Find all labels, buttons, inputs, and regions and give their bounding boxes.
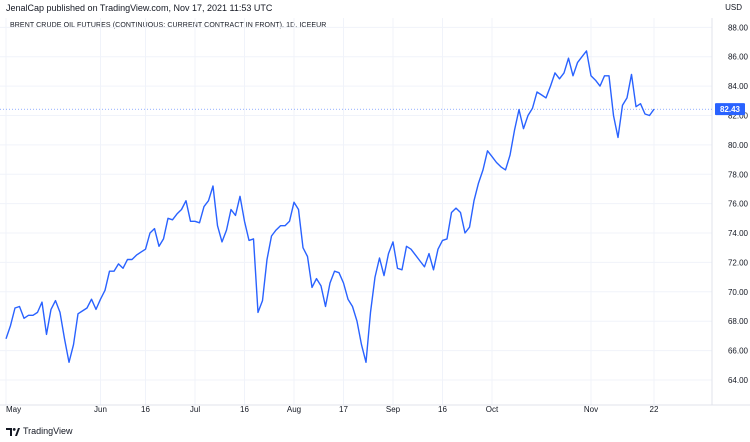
- y-tick-label: 88.00: [728, 23, 749, 32]
- x-tick-label: Nov: [584, 405, 598, 414]
- x-tick-label: Jun: [94, 405, 107, 414]
- currency-label: USD: [725, 3, 742, 12]
- last-price-tag-bg: [715, 103, 745, 116]
- y-tick-label: 64.00: [728, 376, 749, 385]
- y-tick-label: 86.00: [728, 53, 749, 62]
- y-tick-label: 82.00: [728, 112, 749, 121]
- y-tick-label: 74.00: [728, 229, 749, 238]
- y-tick-label: 80.00: [728, 141, 749, 150]
- y-tick-label: 66.00: [728, 347, 749, 356]
- chart-title: BRENT CRUDE OIL FUTURES (CONTINUOUS: CUR…: [10, 22, 327, 29]
- y-tick-label: 78.00: [728, 170, 749, 179]
- x-axis[interactable]: May Jun 16 Jul 16 Aug 17 Sep 16 Oct Nov 22: [6, 405, 659, 414]
- last-price-tag: 82.43: [715, 103, 745, 116]
- x-tick-label: Sep: [386, 405, 401, 414]
- last-price-value: 82.43: [720, 105, 741, 114]
- grid: [0, 18, 750, 406]
- x-tick-label: May: [6, 405, 21, 414]
- x-tick-label: 16: [141, 405, 150, 414]
- x-tick-label: Oct: [486, 405, 499, 414]
- y-axis[interactable]: 64.00 66.00 68.00 70.00 72.00 74.00 76.00 78.00…: [728, 23, 749, 385]
- y-tick-label: 70.00: [728, 288, 749, 297]
- series-layer: [5, 50, 655, 363]
- tradingview-logo-icon: [6, 427, 20, 436]
- footer: TradingView: [6, 426, 73, 437]
- x-tick-label: 16: [240, 405, 249, 414]
- x-tick-label: 16: [438, 405, 447, 414]
- y-tick-label: 72.00: [728, 258, 749, 267]
- footer-brand: TradingView: [23, 426, 73, 436]
- x-tick-label: Jul: [190, 405, 200, 414]
- y-tick-label: 68.00: [728, 317, 749, 326]
- y-tick-label: 76.00: [728, 200, 749, 209]
- x-tick-label: 22: [650, 405, 659, 414]
- x-tick-label: 17: [339, 405, 348, 414]
- chart-header: JenalCap published on TradingView.com, N…: [0, 0, 750, 20]
- published-info: JenalCap published on TradingView.com, N…: [6, 3, 273, 13]
- price-series-line: [5, 50, 655, 363]
- x-tick-label: Aug: [287, 405, 301, 414]
- price-chart[interactable]: 64.00 66.00 68.00 70.00 72.00 74.00 76.00 78.00…: [0, 18, 750, 422]
- y-tick-label: 84.00: [728, 82, 749, 91]
